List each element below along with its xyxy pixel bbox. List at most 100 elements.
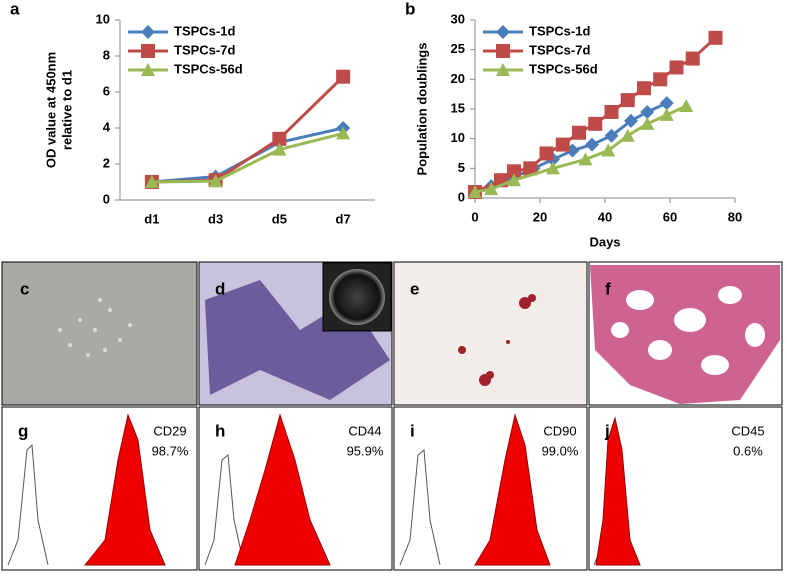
legend-label: TSPCs-56d [529,61,598,76]
x-tick-label: 20 [533,209,547,224]
marker [653,72,668,87]
marker [708,30,723,45]
marker [336,69,351,84]
panel-letter: g [18,421,28,440]
panel-letter: f [605,279,611,298]
isotype-curve [399,449,441,566]
marker [141,63,155,76]
marker [659,96,674,111]
x-tick-label: d5 [272,211,287,226]
panel-labels: c d e f g h i j CD29 98.7% CD44 95.9% CD… [18,279,765,458]
cells [58,298,132,357]
marker [604,128,619,143]
x-tick-label: d1 [144,211,159,226]
marker [141,44,155,58]
histogram-box [1,406,198,571]
y-tick-label: 25 [451,41,465,56]
marker-name: CD44 [348,423,381,438]
x-tick-label: 60 [663,209,677,224]
marker [572,125,586,140]
x-axis-title: Days [589,234,620,249]
panel-letter: d [215,279,225,298]
marker-name: CD45 [731,423,764,438]
y-tick-label: 5 [458,160,465,175]
image-row [1,261,783,406]
y-tick-label: 15 [451,100,465,115]
marker [640,104,655,119]
y-tick-label: 6 [103,83,110,98]
y-axis-title: relative to d1 [59,70,74,150]
marker [624,113,638,128]
legend-label: TSPCs-7d [529,42,590,57]
marker [669,60,684,75]
marker [336,126,351,140]
panel-letter: j [604,421,610,440]
marker [679,99,694,113]
marker [272,142,287,156]
marker [585,137,599,152]
panel-letter: a [10,0,20,18]
series-line [474,104,687,194]
marker [144,175,159,188]
legend-label: TSPCs-7d [174,42,235,57]
marker [496,25,510,39]
marker [578,152,593,166]
marker-percent: 95.9% [347,443,384,458]
y-tick-label: 20 [451,71,465,86]
isotype-curve [204,454,245,566]
marker-percent: 0.6% [733,443,763,458]
panel-e-image [393,261,588,406]
x-tick-label: d3 [208,211,223,226]
marker [496,63,510,76]
y-axis-title: OD value at 450nm [43,52,58,168]
x-tick-label: 0 [471,209,478,224]
marker [620,128,635,142]
series-line [151,126,344,184]
marker [208,174,223,188]
stain-curve [595,416,641,566]
marker [484,182,499,196]
marker [640,116,655,130]
marker-percent: 98.7% [152,443,189,458]
y-axis-title: Population doublings [414,43,429,176]
stain-curve [474,413,551,566]
y-tick-label: 2 [103,155,110,170]
marker [507,173,521,187]
marker [546,161,560,175]
marker-name: CD90 [543,423,576,438]
y-tick-label: 0 [103,191,110,206]
marker [620,93,635,108]
series-line [151,131,344,184]
marker [507,164,521,179]
y-tick-label: 10 [451,130,465,145]
marker [685,51,700,66]
panel-letter: i [410,421,415,440]
marker [659,107,674,121]
panel-letter: c [20,279,29,298]
panel-letter: e [410,279,419,298]
nodules [458,294,536,386]
x-tick-label: 40 [598,209,612,224]
y-tick-label: 8 [103,47,110,62]
marker [539,146,554,161]
panel-letter: b [405,0,415,18]
stain-curve [83,413,166,566]
isotype-curve [7,443,49,566]
marker [555,137,570,152]
marker [468,185,482,199]
y-tick-label: 4 [103,119,111,134]
y-tick-label: 30 [451,11,465,26]
legend-label: TSPCs-1d [529,23,590,38]
y-tick-label: 10 [96,11,110,26]
marker [637,81,651,96]
legend-label: TSPCs-56d [174,61,243,76]
stain-curve [234,413,331,566]
legend-label: TSPCs-1d [174,23,235,38]
marker [272,131,287,146]
histogram-row [1,406,783,571]
panel-letter: h [215,421,225,440]
marker [523,161,538,176]
vacuoles [611,286,765,375]
well [329,269,385,325]
